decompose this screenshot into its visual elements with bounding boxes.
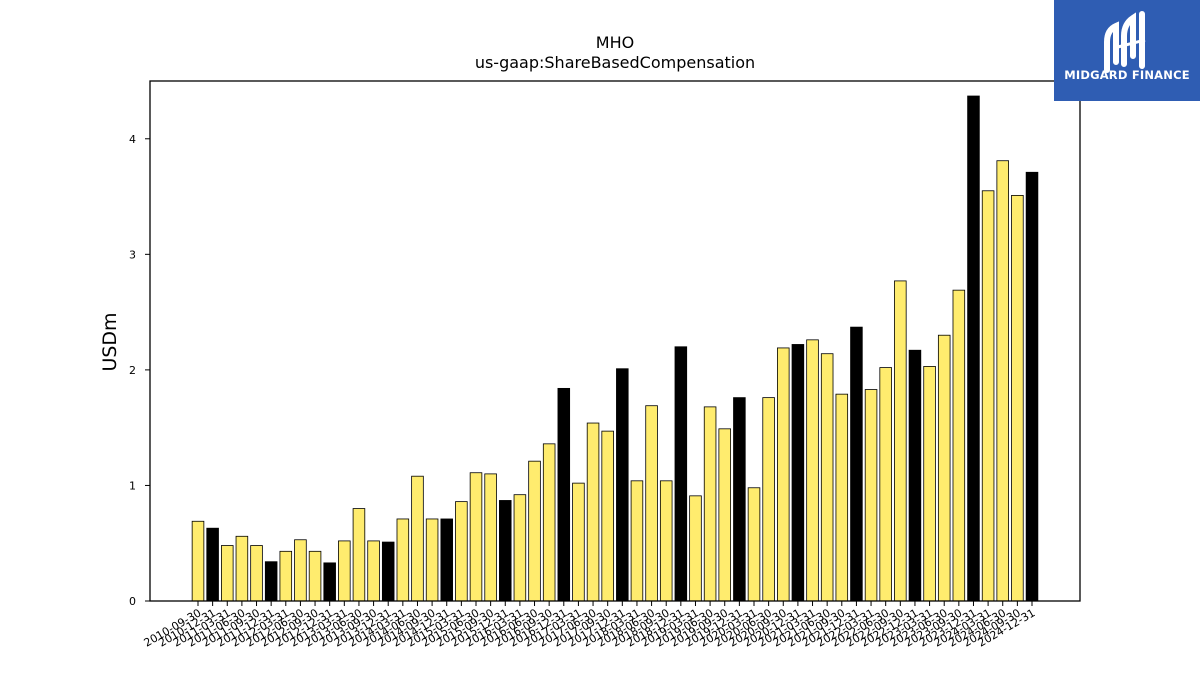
bars-group: [191, 95, 1039, 602]
bar-2023-03-31: [923, 366, 936, 602]
y-tick-label: 3: [129, 248, 136, 261]
bar-2020-03-31: [747, 487, 761, 602]
bar-2011-03-31: [221, 545, 234, 602]
bar-2015-12-31: [499, 500, 512, 602]
bar-2011-12-31: [264, 561, 278, 602]
bar-2020-09-30: [777, 347, 790, 602]
bar-2015-09-30: [484, 473, 497, 602]
bar-2021-09-30: [835, 393, 849, 602]
bar-2016-12-31: [557, 387, 571, 602]
bar-2012-12-31: [323, 562, 336, 602]
bar-2024-03-31: [981, 190, 995, 602]
bar-2017-09-30: [601, 430, 614, 602]
bar-2024-06-30: [996, 160, 1009, 602]
bar-2017-03-31: [572, 482, 585, 602]
y-tick-label: 1: [129, 479, 136, 492]
bar-2019-12-31: [733, 397, 746, 602]
bar-2021-12-31: [850, 326, 863, 602]
bar-2022-03-31: [864, 389, 878, 602]
y-tick-label: 0: [129, 595, 136, 608]
bar-2013-12-31: [381, 541, 395, 602]
bar-2017-06-30: [586, 422, 600, 602]
bar-2018-12-31: [674, 346, 688, 602]
y-tick-label: 4: [129, 133, 136, 146]
bar-2012-06-30: [294, 539, 307, 602]
plot-frame: [149, 80, 1081, 602]
bar-2010-12-31: [206, 527, 219, 602]
bar-2014-06-30: [411, 475, 424, 602]
bar-2024-12-31: [1025, 171, 1039, 602]
bar-2021-03-31: [806, 339, 819, 602]
bar-2020-12-31: [791, 344, 805, 602]
bar-2023-09-30: [952, 289, 966, 602]
y-tick-label: 2: [129, 364, 136, 377]
bar-2021-06-30: [820, 353, 834, 602]
chart-title: MHO: [596, 33, 634, 52]
bar-2012-09-30: [308, 550, 322, 602]
bar-2022-09-30: [894, 280, 907, 602]
bar-2015-03-31: [455, 501, 468, 602]
bar-2016-03-31: [513, 494, 527, 602]
bar-2013-03-31: [338, 540, 351, 602]
bar-2018-09-30: [659, 480, 673, 602]
bar-2016-06-30: [528, 460, 541, 602]
bar-2018-03-31: [630, 480, 644, 602]
bar-2016-09-30: [542, 443, 556, 602]
bar-2022-12-31: [908, 349, 922, 602]
y-axis-label: USDm: [99, 312, 121, 371]
logo-text: MIDGARD FINANCE: [1064, 68, 1190, 82]
bar-2019-03-31: [689, 495, 702, 602]
bar-2013-06-30: [352, 508, 366, 602]
bar-2022-06-30: [879, 367, 892, 602]
bar-2011-09-30: [250, 545, 263, 602]
bar-2014-09-30: [425, 518, 439, 602]
bar-2018-06-30: [645, 405, 658, 602]
y-axis-ticks: 0 1 2 3 4: [129, 133, 150, 608]
bar-2015-06-30: [469, 472, 483, 602]
bar-2014-03-31: [396, 518, 410, 602]
bar-2023-06-30: [937, 334, 951, 602]
bar-2014-12-31: [440, 518, 453, 602]
bar-2017-12-31: [616, 368, 629, 602]
bar-2011-06-30: [235, 535, 249, 602]
bar-2020-06-30: [762, 397, 775, 602]
bar-2024-09-30: [1011, 194, 1024, 602]
bar-2013-09-30: [367, 540, 380, 602]
bar-2023-12-31: [967, 95, 980, 602]
bar-2012-03-31: [279, 550, 293, 602]
midgard-logo-icon: [1104, 11, 1146, 73]
midgard-logo: MIDGARD FINANCE: [1054, 0, 1200, 101]
bar-2010-09-30: [191, 520, 205, 602]
bar-2019-06-30: [703, 406, 717, 602]
bar-2019-09-30: [718, 428, 731, 602]
x-axis-ticks: 2010-09-302010-12-312011-03-312011-06-30…: [142, 601, 1038, 650]
chart-subtitle: us-gaap:ShareBasedCompensation: [475, 53, 755, 72]
